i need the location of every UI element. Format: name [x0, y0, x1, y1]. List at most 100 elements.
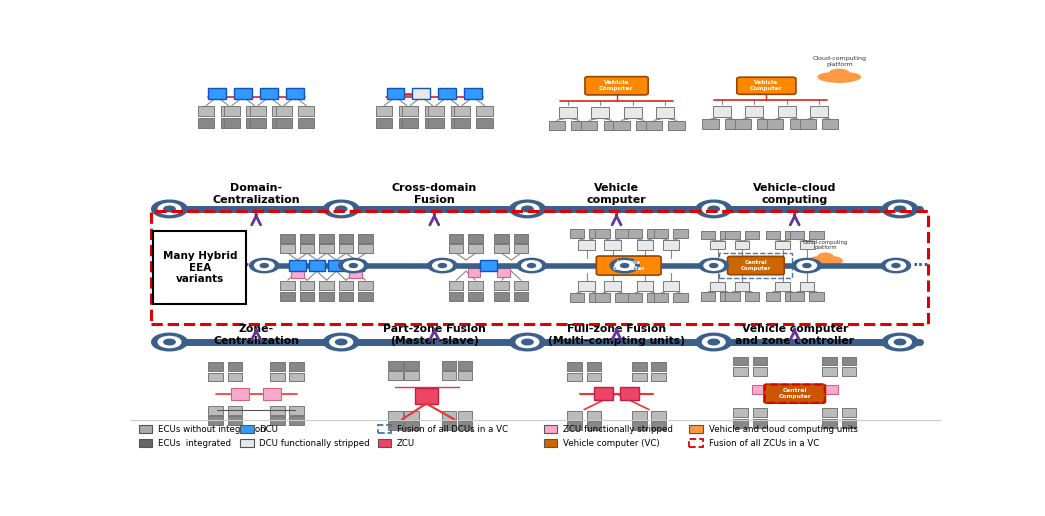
Bar [841, 367, 856, 376]
Bar [270, 416, 284, 425]
Bar [777, 106, 795, 117]
Bar [404, 421, 419, 430]
Circle shape [335, 339, 347, 345]
Text: Vehicle
computer: Vehicle computer [586, 183, 647, 205]
Bar [785, 292, 799, 300]
Bar [745, 106, 763, 117]
Circle shape [330, 336, 352, 348]
Bar [208, 406, 223, 415]
Bar [208, 362, 223, 371]
Bar [300, 245, 315, 253]
Bar [822, 119, 838, 130]
Bar [594, 388, 613, 400]
Bar [247, 106, 262, 116]
Circle shape [702, 336, 725, 348]
Bar [250, 118, 265, 127]
Circle shape [439, 264, 446, 267]
Bar [734, 357, 748, 365]
Bar [442, 411, 457, 420]
Text: Vehicle computer (VC): Vehicle computer (VC) [563, 439, 659, 448]
Bar [339, 292, 353, 301]
Bar [604, 240, 621, 250]
Circle shape [152, 200, 187, 218]
Bar [586, 362, 601, 371]
Bar [309, 260, 325, 271]
Bar [468, 281, 483, 290]
Bar [300, 292, 315, 301]
Circle shape [323, 333, 359, 351]
Bar [514, 245, 529, 253]
Circle shape [895, 206, 906, 212]
Circle shape [888, 336, 911, 348]
Bar [349, 269, 363, 278]
Bar [154, 231, 247, 304]
Bar [514, 234, 529, 243]
Bar [614, 230, 629, 238]
Bar [220, 118, 237, 127]
Text: Vehicle
Computer: Vehicle Computer [599, 80, 634, 91]
Text: Domain-
Centralization: Domain- Centralization [212, 183, 300, 205]
Bar [228, 373, 242, 381]
Ellipse shape [829, 69, 850, 77]
Bar [467, 268, 481, 277]
Bar [300, 281, 315, 290]
Bar [596, 230, 610, 238]
Text: DCU: DCU [259, 425, 278, 434]
Bar [270, 406, 284, 415]
Ellipse shape [821, 256, 843, 266]
Bar [250, 106, 265, 116]
Bar [442, 372, 457, 380]
Bar [586, 411, 601, 420]
Bar [514, 292, 529, 301]
Bar [567, 411, 582, 420]
Circle shape [895, 339, 906, 345]
Bar [450, 106, 467, 116]
Ellipse shape [834, 72, 861, 82]
Bar [228, 406, 242, 415]
Bar [458, 411, 472, 420]
Circle shape [260, 264, 269, 267]
Circle shape [614, 261, 634, 270]
Text: Vehicle and cloud computing units: Vehicle and cloud computing units [709, 425, 858, 434]
Bar [320, 281, 334, 290]
Bar [348, 260, 364, 271]
Bar [280, 292, 295, 301]
Bar [751, 385, 766, 394]
Bar [415, 388, 438, 404]
Bar [636, 281, 653, 291]
Bar [320, 234, 334, 243]
Bar [139, 426, 153, 433]
Text: Fusion of all DCUs in a VC: Fusion of all DCUs in a VC [397, 425, 508, 434]
Bar [543, 426, 557, 433]
Text: Zone-
Centralization: Zone- Centralization [213, 324, 299, 346]
Bar [449, 281, 464, 290]
Bar [399, 118, 415, 127]
Bar [785, 231, 799, 239]
Bar [494, 234, 509, 243]
Bar [240, 440, 254, 447]
Bar [790, 231, 805, 239]
Bar [591, 107, 609, 118]
Bar [656, 107, 674, 118]
Text: Central
Computer: Central Computer [779, 388, 811, 399]
Bar [289, 406, 304, 415]
Text: Many Hybrid
EEA
variants: Many Hybrid EEA variants [163, 251, 237, 284]
Bar [620, 388, 640, 400]
Bar [767, 119, 784, 130]
Bar [388, 372, 402, 380]
Circle shape [339, 259, 368, 272]
Bar [220, 106, 237, 116]
Bar [572, 121, 587, 131]
Bar [328, 260, 345, 271]
Bar [841, 419, 856, 428]
Bar [224, 118, 240, 127]
Bar [734, 419, 748, 428]
Circle shape [433, 261, 452, 270]
Text: Vehicle computer
and zone controller: Vehicle computer and zone controller [736, 324, 854, 346]
Bar [581, 121, 597, 131]
Bar [464, 88, 482, 99]
Bar [632, 421, 647, 430]
Bar [276, 118, 292, 127]
Bar [663, 281, 679, 291]
Bar [775, 282, 790, 291]
